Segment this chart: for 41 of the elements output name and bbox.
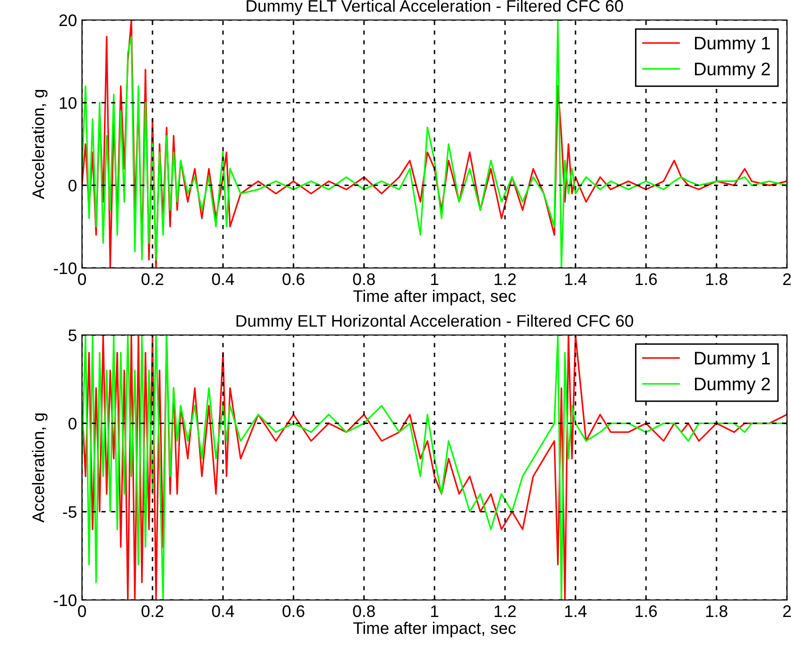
x-tick-label: 0.2: [142, 605, 164, 618]
x-tick-label: 0.4: [212, 273, 234, 286]
line-series: [82, 335, 787, 600]
x-tick-label: 0.6: [282, 605, 304, 618]
y-tick-label: 5: [68, 330, 76, 342]
x-tick-label: 1.8: [706, 273, 728, 286]
legend-label: Dummy 2: [694, 378, 770, 394]
x-tick-label: 2: [783, 273, 791, 285]
chart-title: Dummy ELT Vertical Acceleration - Filtered CFC 60: [246, 0, 623, 16]
x-tick-label: 1.4: [565, 273, 587, 285]
x-tick-label: 0.2: [142, 273, 164, 286]
y-tick-label: 0: [68, 180, 76, 192]
x-tick-label: 0.8: [353, 273, 375, 286]
y-tick-label: 20: [59, 14, 76, 26]
y-axis-title: Acceleration, g: [32, 413, 48, 523]
y-tick-label: -10: [54, 262, 76, 274]
x-tick-label: 1.6: [636, 273, 657, 286]
x-tick-label: 0: [78, 273, 86, 286]
y-tick-label: -5: [63, 506, 76, 518]
y-axis-title: Acceleration, g: [32, 90, 48, 200]
y-tick-label: 10: [60, 97, 76, 109]
x-tick-label: 1.6: [636, 605, 657, 618]
y-tick-label: -10: [54, 594, 76, 606]
x-tick-label: 1.8: [706, 605, 728, 618]
chart-title: Dummy ELT Horizontal Acceleration - Filtered CFC 60: [236, 314, 634, 330]
x-tick-label: 2: [783, 605, 791, 617]
legend-label: Dummy 1: [694, 352, 770, 368]
x-tick-label: 1.4: [565, 605, 587, 617]
x-tick-label: 1.2: [494, 273, 516, 285]
x-tick-label: 0.4: [212, 605, 234, 618]
x-axis-title: Time after impact, sec: [353, 290, 516, 306]
x-tick-label: 1: [431, 605, 438, 617]
x-tick-label: 1.2: [494, 605, 516, 617]
legend-label: Dummy 1: [694, 36, 770, 54]
x-tick-label: 1: [431, 273, 438, 285]
x-tick-label: 0.6: [282, 273, 304, 286]
x-tick-label: 0: [78, 605, 86, 618]
y-tick-label: 0: [68, 418, 76, 430]
x-axis-title: Time after impact, sec: [353, 622, 516, 638]
x-tick-label: 0.8: [353, 605, 375, 618]
legend-label: Dummy 2: [694, 62, 770, 79]
